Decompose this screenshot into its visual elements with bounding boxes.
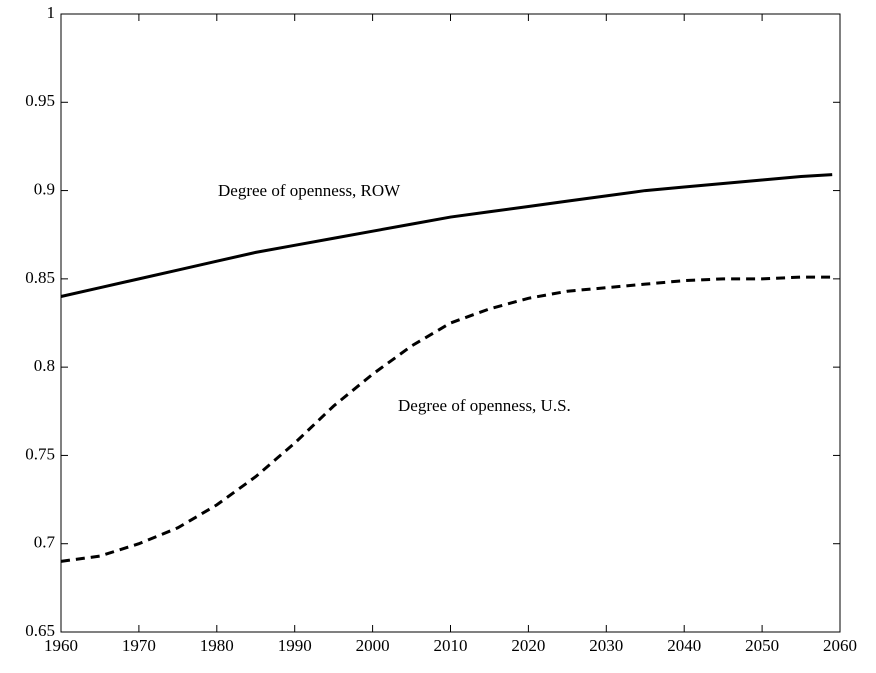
x-tick-label: 2010 xyxy=(434,636,468,655)
y-tick-label: 1 xyxy=(47,3,56,22)
x-tick-label: 2060 xyxy=(823,636,857,655)
y-tick-label: 0.7 xyxy=(34,533,56,552)
x-tick-label: 2040 xyxy=(667,636,701,655)
y-tick-label: 0.85 xyxy=(25,268,55,287)
y-tick-label: 0.9 xyxy=(34,179,55,198)
y-tick-label: 0.75 xyxy=(25,444,55,463)
x-tick-label: 1980 xyxy=(200,636,234,655)
series-label: Degree of openness, ROW xyxy=(218,181,401,200)
y-tick-label: 0.8 xyxy=(34,356,55,375)
x-tick-label: 2000 xyxy=(356,636,390,655)
x-tick-label: 1970 xyxy=(122,636,156,655)
x-tick-label: 2050 xyxy=(745,636,779,655)
y-tick-label: 0.65 xyxy=(25,621,55,640)
x-tick-label: 1990 xyxy=(278,636,312,655)
y-tick-label: 0.95 xyxy=(25,91,55,110)
x-tick-label: 2020 xyxy=(511,636,545,655)
series-line xyxy=(60,173,833,298)
x-tick-label: 2030 xyxy=(589,636,623,655)
series-line xyxy=(60,275,833,563)
x-tick-label: 1960 xyxy=(44,636,78,655)
series-label: Degree of openness, U.S. xyxy=(398,396,571,415)
plot-frame xyxy=(60,13,841,633)
